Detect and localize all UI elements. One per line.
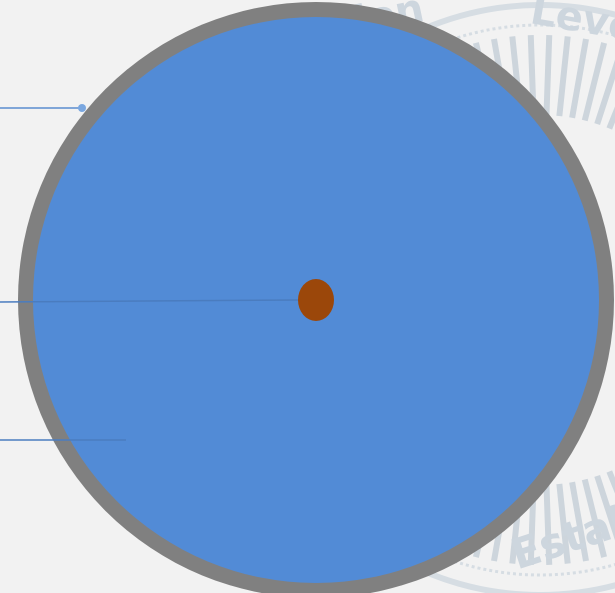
seal-ray <box>606 470 615 494</box>
seal-ray <box>581 478 608 558</box>
seal-ray <box>543 484 553 565</box>
seal-ray <box>581 42 608 122</box>
seal-ray <box>594 475 615 541</box>
seal-ray <box>556 483 571 564</box>
seal-ray <box>569 38 589 119</box>
seal-text-top-right: Leve <box>527 0 615 51</box>
callout-top <box>0 104 86 112</box>
seal-ray <box>594 59 615 125</box>
seal-ray <box>556 36 571 117</box>
callout-line-middle <box>0 299 301 303</box>
center-dot <box>298 279 334 321</box>
seal-ray <box>606 106 615 130</box>
seal-ray <box>569 481 589 562</box>
seal-ray <box>543 35 553 116</box>
callout-dot-top <box>78 104 86 112</box>
